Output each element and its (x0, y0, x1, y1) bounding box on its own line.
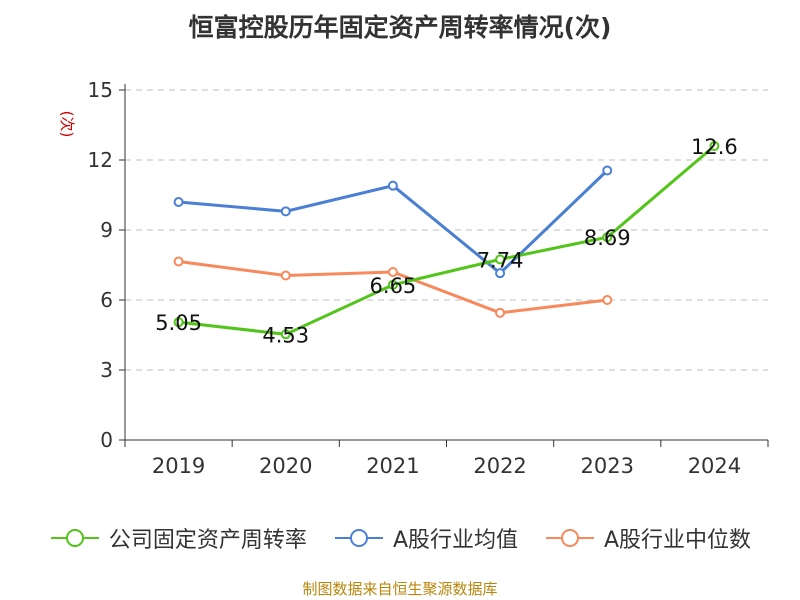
y-axis-label: (次) (58, 111, 76, 138)
data-point-2 (495, 307, 506, 318)
y-tick-label: 15 (88, 78, 113, 102)
data-label: 7.74 (477, 248, 524, 272)
data-point-0 (173, 317, 184, 328)
data-point-0 (709, 141, 720, 151)
data-point-1 (173, 197, 184, 207)
data-point-2 (280, 270, 291, 281)
source-note: 制图数据来自恒生聚源数据库 (302, 580, 498, 598)
legend-label-industry-median: A股行业中位数 (604, 528, 752, 553)
legend-label-company: 公司固定资产周转率 (108, 528, 307, 553)
chart-title: 恒富控股历年固定资产周转率情况(次) (188, 13, 612, 42)
y-tick-label: 9 (100, 218, 113, 242)
data-point-0 (387, 279, 398, 290)
legend-item-industry-median[interactable]: A股行业中位数 (544, 522, 751, 554)
data-label: 12.6 (691, 135, 738, 159)
x-tick-label: 2021 (366, 454, 419, 478)
data-point-0 (495, 254, 506, 265)
data-label: 6.65 (370, 274, 417, 298)
data-point-2 (602, 295, 613, 305)
y-tick-label: 6 (100, 288, 113, 312)
x-tick-label: 2022 (473, 454, 526, 478)
data-label: 8.69 (584, 226, 631, 250)
data-point-1 (602, 165, 613, 176)
legend-item-industry-mean[interactable]: A股行业均值 (333, 522, 518, 554)
data-point-1 (280, 206, 291, 217)
legend-item-company[interactable]: 公司固定资产周转率 (49, 522, 307, 554)
x-tick-label: 2019 (152, 454, 205, 478)
data-point-2 (387, 267, 398, 277)
y-tick-label: 0 (100, 428, 113, 452)
line-chart: 0 3 6 9 12 15 2019 2020 2021 2022 2023 2024 (次) 5.05 4… (58, 78, 769, 478)
legend-label-industry-mean: A股行业均值 (392, 528, 518, 553)
data-point-2 (173, 256, 184, 267)
data-point-1 (495, 268, 506, 279)
series-line-0 (178, 144, 716, 336)
legend-marker-industry-median (546, 529, 594, 547)
legend: 公司固定资产周转率 A股行业均值 A股行业中位数 (0, 522, 800, 554)
data-point-1 (387, 180, 398, 191)
y-tick-label: 12 (88, 148, 113, 172)
legend-marker-industry-mean (334, 529, 383, 547)
x-tick-label: 2023 (581, 454, 634, 478)
data-label: 4.53 (262, 323, 309, 347)
data-label: 5.05 (155, 311, 202, 335)
x-tick-label: 2020 (259, 454, 312, 478)
data-point-0 (602, 232, 613, 243)
data-point-0 (280, 329, 291, 340)
legend-marker-company (50, 529, 99, 547)
x-tick-label: 2024 (688, 454, 741, 478)
y-tick-label: 3 (100, 358, 113, 382)
